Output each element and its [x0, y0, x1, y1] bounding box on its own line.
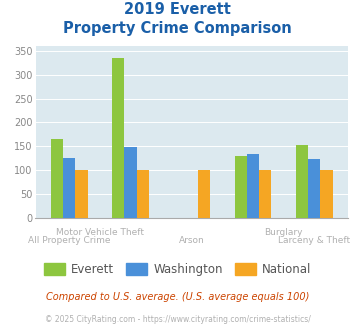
Bar [63, 158, 75, 218]
Text: Arson: Arson [179, 236, 204, 245]
Bar [124, 147, 137, 218]
Text: Larceny & Theft: Larceny & Theft [278, 236, 350, 245]
Bar [198, 170, 210, 218]
Bar [51, 139, 63, 218]
Text: Burglary: Burglary [264, 228, 303, 237]
Text: Compared to U.S. average. (U.S. average equals 100): Compared to U.S. average. (U.S. average … [46, 292, 309, 302]
Bar [247, 154, 259, 218]
Bar [259, 170, 271, 218]
Text: Property Crime Comparison: Property Crime Comparison [63, 21, 292, 36]
Text: 2019 Everett: 2019 Everett [124, 2, 231, 16]
Bar [235, 156, 247, 218]
Bar [296, 145, 308, 218]
Text: © 2025 CityRating.com - https://www.cityrating.com/crime-statistics/: © 2025 CityRating.com - https://www.city… [45, 315, 310, 324]
Bar [137, 170, 149, 218]
Text: All Property Crime: All Property Crime [28, 236, 110, 245]
Bar [308, 159, 320, 218]
Bar [75, 170, 88, 218]
Legend: Everett, Washington, National: Everett, Washington, National [39, 258, 316, 281]
Bar [112, 58, 124, 218]
Text: Motor Vehicle Theft: Motor Vehicle Theft [56, 228, 144, 237]
Bar [320, 170, 333, 218]
